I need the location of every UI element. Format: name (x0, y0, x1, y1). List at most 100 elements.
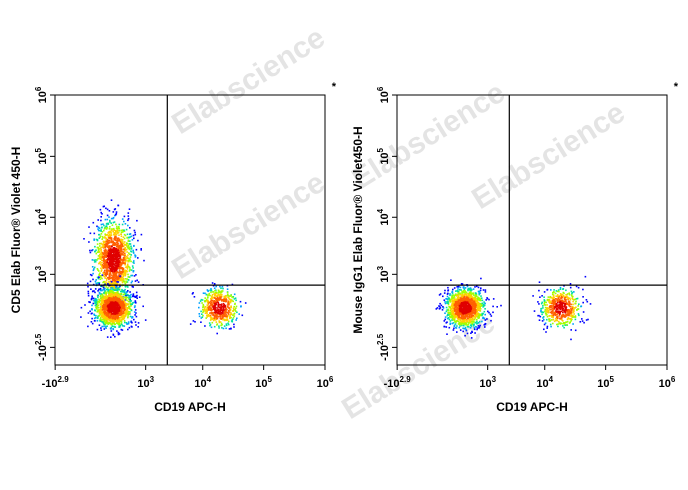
event-dot (207, 303, 210, 305)
event-dot (452, 297, 455, 299)
event-dot (117, 281, 120, 283)
event-dot (235, 299, 237, 302)
event-dot (463, 322, 466, 325)
event-dot (459, 309, 461, 311)
event-dot (100, 269, 103, 271)
event-dot (133, 301, 136, 304)
event-dot (117, 280, 120, 282)
event-dot (111, 248, 113, 251)
event-dot (110, 249, 113, 252)
event-dot (108, 304, 111, 306)
event-dot (478, 313, 481, 316)
event-dot (99, 261, 102, 263)
event-dot (112, 242, 115, 244)
event-dot (447, 301, 449, 303)
event-dot (113, 229, 115, 231)
event-dot (109, 238, 111, 240)
event-dot (100, 315, 103, 317)
event-dot (98, 262, 100, 265)
event-dot (124, 273, 127, 276)
event-dot (223, 315, 226, 317)
event-dot (113, 208, 116, 211)
event-dot (107, 301, 109, 304)
event-dot (112, 278, 115, 280)
event-dot (456, 297, 459, 300)
event-dot (472, 292, 475, 294)
event-dot (108, 301, 110, 304)
event-dot (216, 298, 219, 301)
event-dot (117, 237, 120, 239)
event-dot (460, 283, 463, 285)
event-dot (83, 238, 85, 240)
event-dot (108, 295, 110, 297)
event-dot (213, 297, 216, 299)
event-dot (475, 300, 477, 303)
event-dot (120, 229, 122, 232)
event-dot (108, 298, 111, 301)
event-dot (126, 278, 129, 280)
event-dot (108, 315, 111, 318)
event-dot (112, 244, 115, 246)
event-dot (123, 316, 125, 318)
event-dot (102, 267, 105, 269)
event-dot (455, 306, 457, 308)
event-dot (110, 296, 112, 299)
event-dot (544, 310, 546, 313)
event-dot (103, 328, 106, 330)
event-dot (115, 264, 118, 267)
event-dot (448, 314, 450, 316)
event-dot (239, 300, 242, 303)
event-dot (118, 274, 120, 277)
event-dot (119, 263, 122, 266)
x-tick-label: 103 (137, 375, 154, 390)
event-dot (219, 296, 221, 298)
event-dot (133, 260, 135, 262)
event-dot (480, 295, 482, 297)
event-dot (112, 248, 115, 250)
event-dot (105, 269, 108, 271)
event-dot (456, 286, 458, 288)
event-dot (549, 308, 551, 311)
event-dot (111, 254, 114, 256)
event-dot (102, 205, 105, 208)
event-dot (220, 291, 223, 293)
event-dot (466, 285, 469, 288)
event-dot (116, 245, 119, 247)
event-dot (98, 237, 101, 239)
event-dot (102, 314, 105, 316)
event-dot (118, 234, 120, 236)
event-dot (133, 245, 135, 247)
event-dot (216, 315, 218, 317)
event-dot (209, 305, 211, 307)
event-dot (223, 311, 226, 313)
event-dot (93, 290, 95, 292)
event-dot (106, 302, 108, 304)
event-dot (134, 300, 137, 302)
event-dot (463, 311, 465, 314)
event-dot (115, 294, 117, 296)
event-dot (478, 315, 480, 317)
event-dot (107, 259, 109, 262)
event-dot (559, 310, 561, 313)
event-dot (125, 280, 127, 282)
event-dot (446, 314, 449, 317)
event-dot (122, 251, 125, 254)
event-dot (119, 293, 122, 295)
event-dot (546, 304, 548, 306)
event-dot (227, 322, 229, 325)
event-dot (101, 297, 103, 300)
event-dot (478, 320, 481, 323)
event-dot (114, 262, 117, 265)
event-dot (467, 317, 469, 320)
event-dot (123, 306, 125, 308)
event-dot (127, 286, 129, 288)
event-dot (482, 305, 485, 308)
event-dot (112, 282, 114, 284)
event-dot (463, 288, 466, 290)
event-dot (569, 321, 571, 323)
event-dot (108, 247, 111, 249)
event-dot (478, 316, 480, 318)
event-dot (462, 330, 464, 333)
event-dot (104, 301, 106, 304)
event-dot (442, 306, 444, 308)
